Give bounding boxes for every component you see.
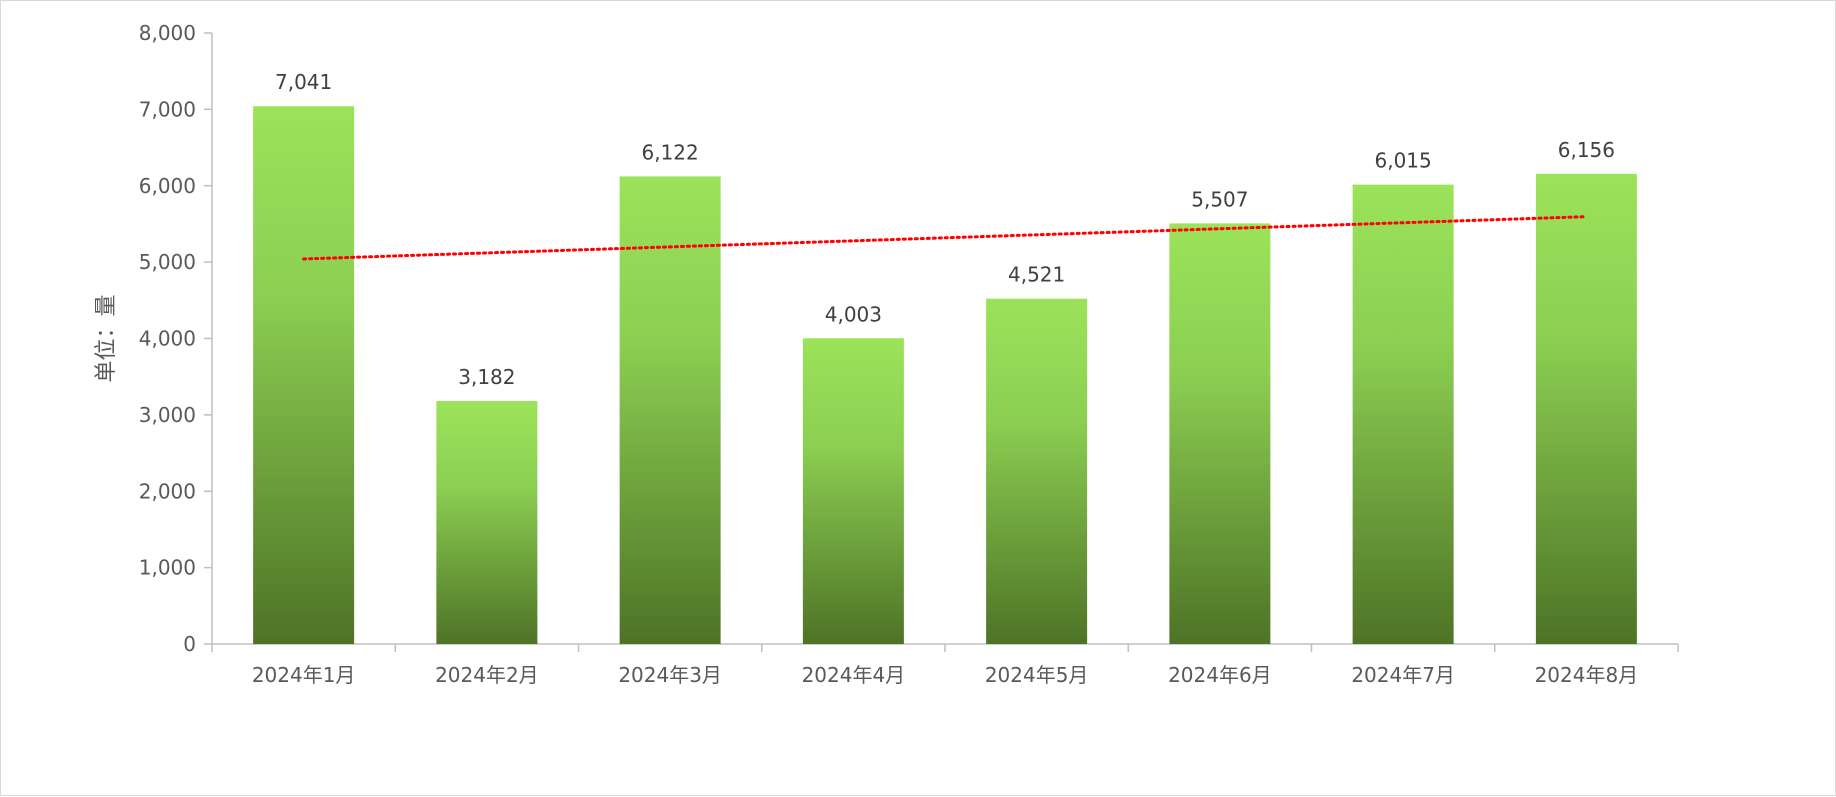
x-tick-label: 2024年8月 (1535, 663, 1639, 687)
trendline (302, 215, 1588, 261)
y-tick-label: 2,000 (139, 479, 196, 503)
data-labels: 7,041 3,182 6,122 4,003 4,521 5,507 6,015 6,156 (275, 70, 1615, 389)
y-tick-label: 0 (183, 632, 196, 656)
trendline-line (302, 215, 1588, 261)
y-axis-title: 单位：量 (94, 294, 119, 382)
bars (253, 106, 1637, 644)
y-tick-label: 6,000 (139, 174, 196, 198)
data-label: 6,122 (641, 140, 698, 164)
x-tick-label: 2024年2月 (435, 663, 539, 687)
x-tick-label: 2024年1月 (252, 663, 356, 687)
data-label: 6,015 (1374, 149, 1431, 173)
x-tick-label: 2024年6月 (1168, 663, 1272, 687)
data-label: 4,521 (1008, 263, 1065, 287)
bar (1169, 223, 1271, 644)
data-label: 4,003 (825, 302, 882, 326)
data-label: 5,507 (1191, 187, 1248, 211)
bar (1535, 173, 1637, 644)
bar (436, 400, 538, 644)
x-tick-label: 2024年4月 (802, 663, 906, 687)
x-tick-label: 2024年3月 (618, 663, 722, 687)
data-label: 7,041 (275, 70, 332, 94)
data-label: 6,156 (1558, 138, 1615, 162)
y-tick-label: 5,000 (139, 250, 196, 274)
y-axis-ticks: 0 1,000 2,000 3,000 4,000 5,000 6,000 7,000 8,00… (139, 21, 212, 656)
axes (211, 33, 1679, 652)
bar (619, 176, 721, 644)
x-tick-label: 2024年7月 (1351, 663, 1455, 687)
bar (253, 106, 355, 644)
y-tick-label: 4,000 (139, 327, 196, 351)
data-label: 3,182 (458, 365, 515, 389)
y-tick-label: 3,000 (139, 403, 196, 427)
y-tick-label: 1,000 (139, 556, 196, 580)
y-tick-label: 8,000 (139, 21, 196, 45)
bar (986, 298, 1088, 644)
y-tick-label: 7,000 (139, 97, 196, 121)
bar (802, 338, 904, 644)
x-tick-label: 2024年5月 (985, 663, 1089, 687)
bar (1352, 184, 1454, 644)
x-axis-labels: 2024年1月 2024年2月 2024年3月 2024年4月 2024年5月 2024年… (252, 663, 1638, 687)
